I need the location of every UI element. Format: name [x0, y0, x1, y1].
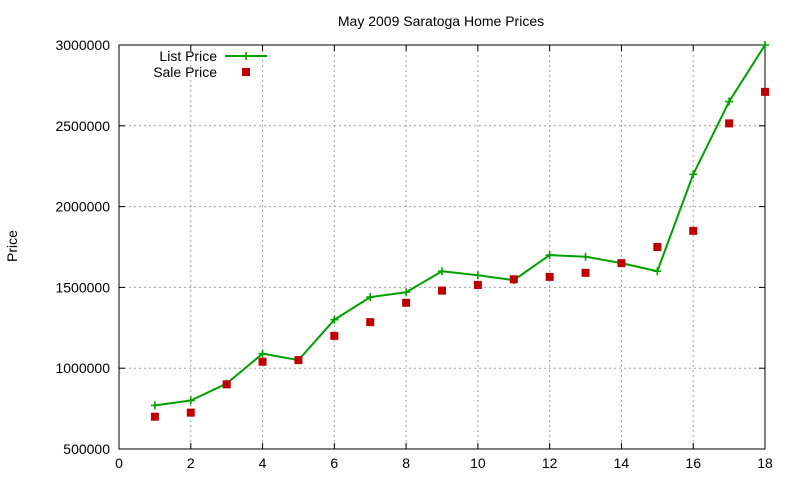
x-tick-label: 18	[757, 455, 773, 471]
list-price-point	[545, 251, 554, 260]
list-price-point	[150, 401, 159, 410]
list-price-point	[761, 41, 769, 49]
list-price-point	[473, 271, 482, 280]
y-tick-label: 1500000	[55, 279, 110, 295]
sale-price-point	[473, 280, 482, 289]
sale-price-point	[186, 408, 195, 417]
list-price-point	[258, 349, 267, 358]
list-price-point	[725, 97, 734, 106]
list-price-point	[402, 288, 411, 297]
x-tick-label: 10	[470, 455, 486, 471]
legend-swatch-marker	[242, 52, 250, 60]
chart-title: May 2009 Saratoga Home Prices	[338, 13, 544, 29]
list-price-point	[581, 252, 590, 261]
x-tick-label: 4	[259, 455, 267, 471]
list-price-point	[186, 396, 195, 405]
legend-label: List Price	[159, 48, 217, 64]
list-price-point	[653, 267, 662, 276]
sale-price-point	[438, 286, 446, 295]
x-tick-label: 12	[542, 455, 558, 471]
sale-price-point	[258, 357, 267, 366]
list-price-point	[330, 315, 339, 324]
sale-price-point	[222, 380, 231, 389]
legend-label: Sale Price	[153, 64, 217, 80]
sale-price-point	[366, 318, 375, 327]
grid	[119, 45, 765, 449]
x-tick-label: 2	[187, 455, 195, 471]
sale-price-point	[653, 243, 662, 251]
plot-frame	[118, 44, 766, 450]
list-price-point	[438, 267, 446, 276]
list-price-point	[689, 170, 698, 179]
plot-area	[150, 41, 769, 421]
sale-price-point	[402, 298, 411, 307]
sale-price-point	[689, 226, 698, 235]
y-tick-label: 2500000	[55, 118, 110, 134]
x-tick-label: 16	[685, 455, 701, 471]
y-tick-label: 2000000	[55, 199, 110, 215]
list-price-point	[366, 293, 375, 302]
sale-price-point	[509, 275, 518, 284]
x-tick-label: 6	[330, 455, 338, 471]
x-tick-label: 14	[614, 455, 630, 471]
sale-price-point	[725, 119, 734, 128]
sale-price-point	[150, 412, 159, 421]
sale-price-point	[545, 272, 554, 281]
sale-price-point	[617, 259, 626, 268]
legend-swatch-marker	[242, 68, 250, 76]
y-tick-label: 500000	[63, 441, 110, 457]
y-tick-label: 3000000	[55, 37, 110, 53]
x-tick-label: 8	[402, 455, 410, 471]
sale-price-point	[581, 268, 590, 277]
list-price-line	[154, 44, 766, 407]
axes: 0 2 4 6 8 10 12 14 16 18 500000 1000000 1500000 20000…	[55, 37, 773, 471]
y-axis-label: Price	[4, 230, 20, 262]
sale-price-point	[294, 356, 303, 365]
y-tick-label: 1000000	[55, 360, 110, 376]
sale-price-point	[761, 87, 769, 96]
x-tick-label: 0	[115, 455, 123, 471]
sale-price-point	[330, 331, 339, 340]
